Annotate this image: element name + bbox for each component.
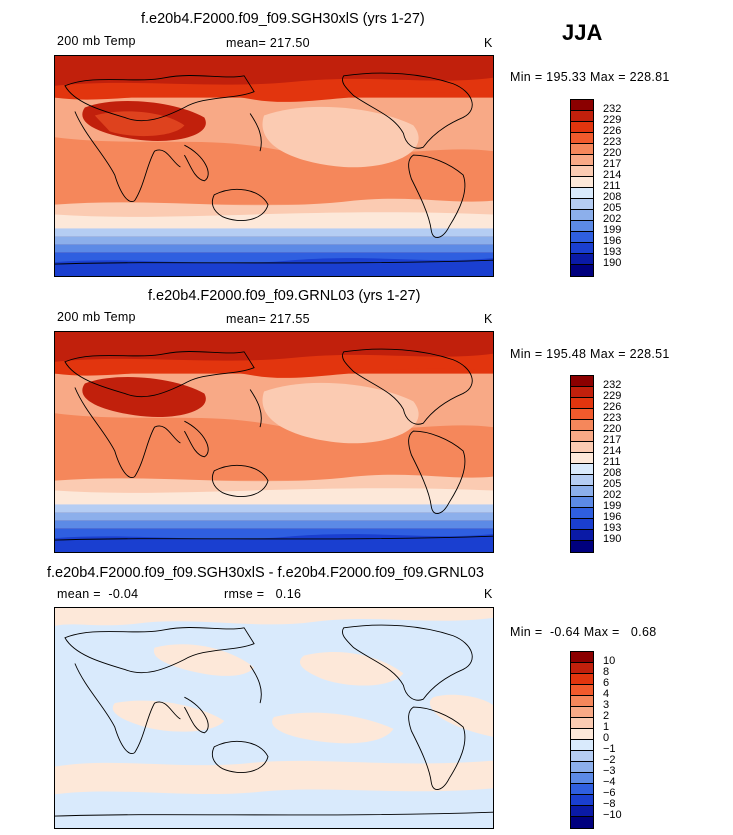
panel-3-colorbar-label: 8 [603, 666, 610, 678]
panel-3-mean-label: mean = -0.04 [57, 587, 139, 601]
panel-1-title: f.e20b4.F2000.f09_f09.SGH30xlS (yrs 1-27… [141, 11, 425, 27]
panel-2-contour-plot [55, 332, 493, 552]
panel-1-colorbar-label: 211 [603, 180, 621, 192]
panel-3-map [54, 607, 494, 829]
panel-3-colorbar-label: −1 [603, 743, 616, 755]
panel-2-mean-label: mean= 217.55 [226, 312, 310, 326]
panel-1-contour-plot [55, 56, 493, 276]
panel-1-minmax-label: Min = 195.33 Max = 228.81 [510, 70, 670, 84]
panel-1-colorbar-label: 190 [603, 257, 622, 269]
panel-1-variable-label: 200 mb Temp [57, 34, 136, 48]
panel-1-colorbar-label: 196 [603, 235, 622, 247]
panel-1-mean-label: mean= 217.50 [226, 36, 310, 50]
panel-2-colorbar-label: 223 [603, 412, 622, 424]
panel-1-units-label: K [484, 36, 493, 50]
panel-2-colorbar-label: 202 [603, 489, 622, 501]
panel-1-colorbar-label: 220 [603, 147, 622, 159]
panel-1-colorbar-label: 232 [603, 103, 622, 115]
panel-3-contour-plot [55, 608, 493, 828]
panel-1-colorbar-label: 226 [603, 125, 622, 137]
panel-3-colorbar-label: −10 [603, 809, 622, 821]
panel-2-colorbar-label: 232 [603, 379, 622, 391]
panel-2-colorbar-label: 205 [603, 478, 622, 490]
panel-3-colorbar-label: 2 [603, 710, 610, 722]
panel-2-colorbar-label: 217 [603, 434, 622, 446]
panel-2-map [54, 331, 494, 553]
panel-2-title: f.e20b4.F2000.f09_f09.GRNL03 (yrs 1-27) [148, 288, 421, 304]
panel-2-colorbar-label: 190 [603, 533, 622, 545]
panel-2-colorbar-label: 226 [603, 401, 622, 413]
panel-2-colorbar-label: 199 [603, 500, 622, 512]
panel-3-colorbar-label: 0 [603, 732, 610, 744]
panel-1-map [54, 55, 494, 277]
panel-3-colorbar-label: 10 [603, 655, 616, 667]
panel-1-colorbar-label: 199 [603, 224, 622, 236]
panel-2-colorbar-label: 229 [603, 390, 622, 402]
panel-1-colorbar-label: 208 [603, 191, 622, 203]
season-label: JJA [562, 20, 603, 45]
panel-3-colorbar-label: 1 [603, 721, 610, 733]
panel-3-colorbar-label: −2 [603, 754, 616, 766]
panel-3-colorbar-label: −6 [603, 787, 616, 799]
panel-1-colorbar-label: 229 [603, 114, 622, 126]
panel-2-colorbar-label: 208 [603, 467, 622, 479]
panel-3-colorbar-label: −4 [603, 776, 616, 788]
panel-3-colorbar-label: 4 [603, 688, 610, 700]
panel-1-colorbar-label: 193 [603, 246, 622, 258]
panel-3-colorbar [570, 651, 594, 829]
panel-2-colorbar-label: 211 [603, 456, 621, 468]
panel-3-units-label: K [484, 587, 493, 601]
panel-1-colorbar-label: 214 [603, 169, 622, 181]
panel-3-rmse-label: rmse = 0.16 [224, 587, 302, 601]
panel-1-colorbar-label: 217 [603, 158, 622, 170]
panel-3-colorbar-label: 6 [603, 677, 610, 689]
panel-1-colorbar [570, 99, 594, 277]
panel-2-colorbar-label: 214 [603, 445, 622, 457]
panel-3-colorbar-label: −8 [603, 798, 616, 810]
panel-3-colorbar-label: 3 [603, 699, 610, 711]
panel-2-variable-label: 200 mb Temp [57, 310, 136, 324]
panel-2-colorbar [570, 375, 594, 553]
panel-3-colorbar-label: −3 [603, 765, 616, 777]
panel-2-minmax-label: Min = 195.48 Max = 228.51 [510, 347, 670, 361]
panel-2-colorbar-label: 220 [603, 423, 622, 435]
panel-2-colorbar-label: 196 [603, 511, 622, 523]
panel-2-units-label: K [484, 312, 493, 326]
panel-3-minmax-label: Min = -0.64 Max = 0.68 [510, 625, 657, 639]
panel-1-colorbar-label: 205 [603, 202, 622, 214]
panel-2-colorbar-label: 193 [603, 522, 622, 534]
panel-1-colorbar-label: 202 [603, 213, 622, 225]
panel-1-colorbar-label: 223 [603, 136, 622, 148]
panel-3-title: f.e20b4.F2000.f09_f09.SGH30xlS - f.e20b4… [47, 565, 484, 581]
